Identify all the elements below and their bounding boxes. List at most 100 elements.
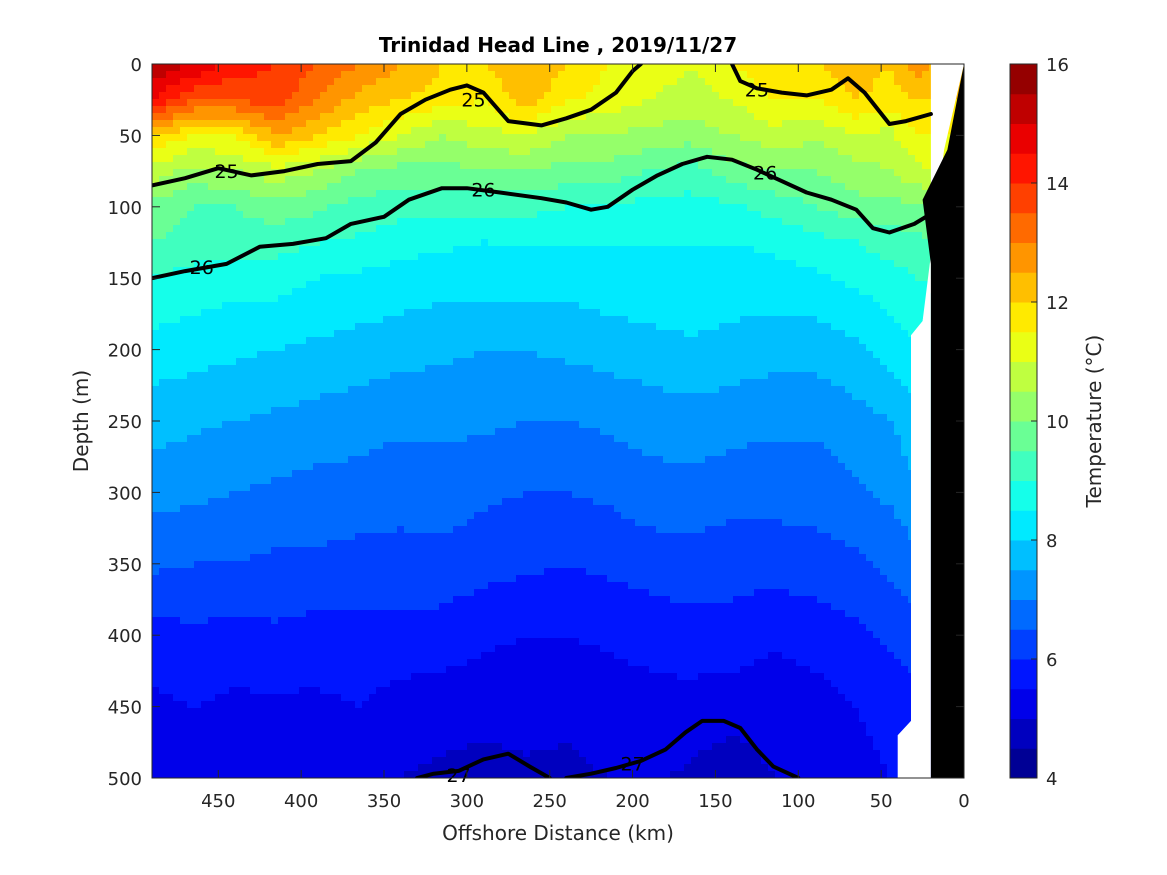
heat-cell: [810, 351, 818, 359]
heat-cell: [691, 204, 699, 212]
heat-cell: [257, 183, 265, 191]
heat-cell: [726, 64, 734, 72]
heat-cell: [215, 281, 223, 289]
heat-cell: [194, 127, 202, 135]
heat-cell: [551, 134, 559, 142]
heat-cell: [250, 281, 258, 289]
heat-cell: [887, 323, 895, 331]
heat-cell: [257, 330, 265, 338]
heat-cell: [474, 78, 482, 86]
heat-cell: [257, 127, 265, 135]
heat-cell: [901, 246, 909, 254]
heat-cell: [411, 211, 419, 219]
heat-cell: [460, 253, 468, 261]
heat-cell: [215, 225, 223, 233]
heat-cell: [229, 309, 237, 317]
heat-cell: [383, 295, 391, 303]
heat-cell: [824, 92, 832, 100]
heat-cell: [649, 323, 657, 331]
heat-cell: [733, 78, 741, 86]
heat-cell: [663, 120, 671, 128]
heat-cell: [733, 211, 741, 219]
heat-cell: [796, 253, 804, 261]
heat-cell: [887, 246, 895, 254]
heat-cell: [481, 267, 489, 275]
heat-cell: [467, 197, 475, 205]
heat-cell: [761, 225, 769, 233]
heat-cell: [810, 134, 818, 142]
heat-cell: [194, 239, 202, 247]
heat-cell: [670, 197, 678, 205]
heat-cell: [481, 330, 489, 338]
heat-cell: [719, 302, 727, 310]
heat-cell: [586, 197, 594, 205]
heat-cell: [859, 155, 867, 163]
heat-cell: [313, 141, 321, 149]
heat-cell: [201, 85, 209, 93]
heat-cell: [453, 134, 461, 142]
heat-cell: [789, 295, 797, 303]
heat-cell: [509, 323, 517, 331]
heat-cell: [859, 246, 867, 254]
heat-cell: [733, 64, 741, 72]
heat-cell: [250, 148, 258, 156]
heat-cell: [509, 120, 517, 128]
heat-cell: [593, 127, 601, 135]
heat-cell: [292, 141, 300, 149]
heat-cell: [362, 274, 370, 282]
heat-cell: [390, 176, 398, 184]
heat-cell: [572, 176, 580, 184]
heat-cell: [418, 183, 426, 191]
heat-cell: [257, 211, 265, 219]
heat-cell: [880, 232, 888, 240]
heat-cell: [635, 358, 643, 366]
heat-cell: [719, 337, 727, 345]
heat-cell: [537, 260, 545, 268]
heat-cell: [362, 302, 370, 310]
heat-cell: [761, 337, 769, 345]
heat-cell: [530, 218, 538, 226]
heat-cell: [292, 71, 300, 79]
heat-cell: [887, 71, 895, 79]
heat-cell: [313, 344, 321, 352]
heat-cell: [306, 134, 314, 142]
heat-cell: [726, 281, 734, 289]
heat-cell: [551, 183, 559, 191]
heat-cell: [838, 232, 846, 240]
heat-cell: [656, 246, 664, 254]
heat-cell: [215, 232, 223, 240]
heat-cell: [845, 162, 853, 170]
heat-cell: [656, 274, 664, 282]
heat-cell: [663, 302, 671, 310]
heat-cell: [306, 358, 314, 366]
heat-cell: [537, 106, 545, 114]
heat-cell: [397, 64, 405, 72]
heat-cell: [180, 148, 188, 156]
heat-cell: [691, 71, 699, 79]
heat-cell: [775, 71, 783, 79]
heat-cell: [880, 71, 888, 79]
heat-cell: [404, 183, 412, 191]
heat-cell: [649, 316, 657, 324]
heat-cell: [159, 358, 167, 366]
heat-cell: [754, 281, 762, 289]
heat-cell: [208, 197, 216, 205]
heat-cell: [635, 155, 643, 163]
heat-cell: [467, 253, 475, 261]
heat-cell: [488, 253, 496, 261]
heat-cell: [530, 239, 538, 247]
heat-cell: [264, 288, 272, 296]
heat-cell: [390, 351, 398, 359]
heat-cell: [866, 183, 874, 191]
heat-cell: [656, 148, 664, 156]
heat-cell: [607, 288, 615, 296]
heat-cell: [712, 218, 720, 226]
heat-cell: [278, 309, 286, 317]
heat-cell: [481, 127, 489, 135]
heat-cell: [733, 134, 741, 142]
heat-cell: [579, 267, 587, 275]
heat-cell: [712, 113, 720, 121]
heat-cell: [341, 211, 349, 219]
heat-cell: [243, 260, 251, 268]
heat-cell: [859, 330, 867, 338]
